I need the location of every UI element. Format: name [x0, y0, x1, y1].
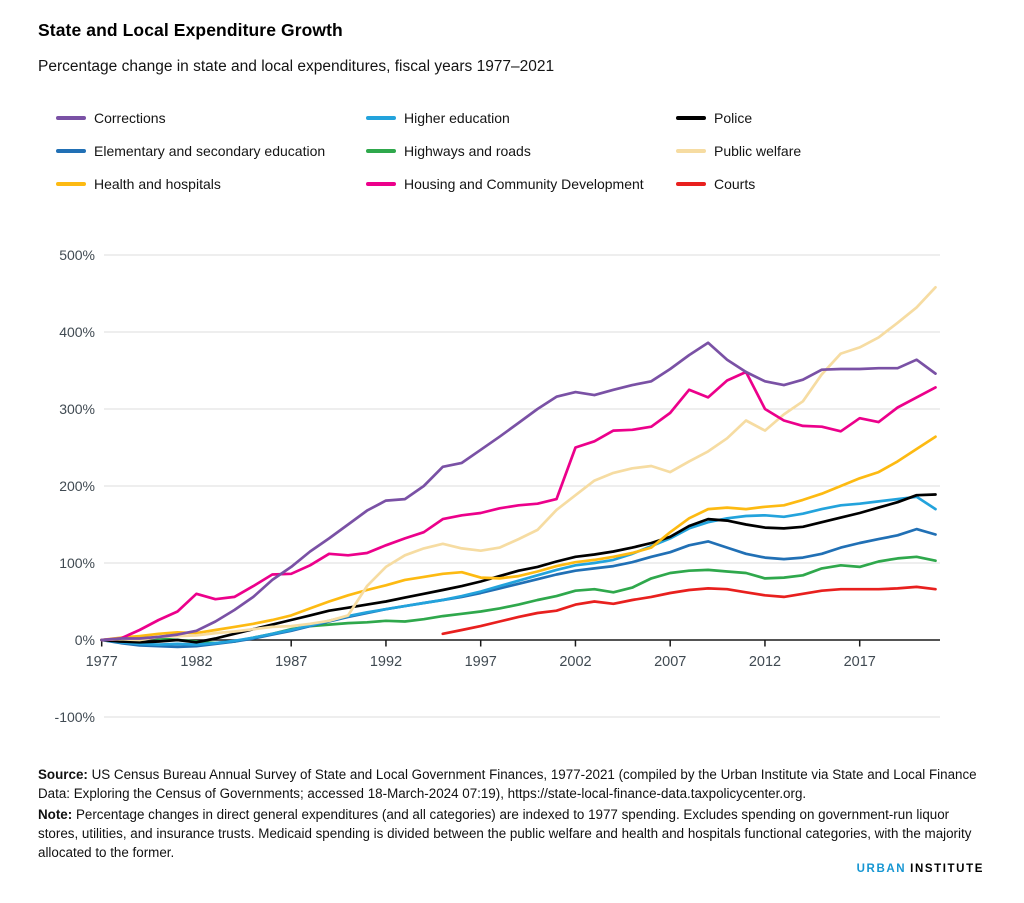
x-axis: 1977 1982 1987 1992 1997 2002 2007 2012 2017: [86, 639, 940, 670]
x-tick-label: 1987: [275, 654, 307, 670]
legend-item-police: Police: [676, 108, 986, 128]
x-tick-label: 1982: [180, 654, 212, 670]
line-courts: [441, 585, 937, 636]
x-tick-label: 1992: [370, 654, 402, 670]
legend-swatch-icon: [366, 149, 396, 153]
note-text: Percentage changes in direct general exp…: [38, 807, 972, 861]
line-corrections: [100, 341, 937, 642]
legend-label: Elementary and secondary education: [94, 143, 326, 159]
legend-item-highways-and-roads: Highways and roads: [366, 141, 676, 161]
legend-item-elementary-and-secondary-education: Elementary and secondary education: [56, 141, 366, 161]
legend-item-housing-and-community-development: Housing and Community Development: [366, 174, 676, 194]
x-tick-label: 1997: [465, 654, 497, 670]
x-tick-label: 2012: [749, 654, 781, 670]
legend-swatch-icon: [366, 182, 396, 186]
chart-area: 500% 400% 300% 200% 100% 0% -100% 1977 1982 1987 1…: [0, 230, 1024, 760]
legend-swatch-icon: [56, 149, 86, 153]
legend-swatch-icon: [676, 149, 706, 153]
legend-swatch-icon: [676, 182, 706, 186]
y-axis-labels: 500% 400% 300% 200% 100% 0% -100%: [55, 247, 95, 725]
y-gridlines: [104, 254, 940, 718]
legend-item-higher-education: Higher education: [366, 108, 676, 128]
legend-label: Health and hospitals: [94, 176, 221, 192]
x-tick-label: 2017: [844, 654, 876, 670]
legend-item-courts: Courts: [676, 174, 986, 194]
legend-swatch-icon: [56, 182, 86, 186]
legend-label: Highways and roads: [404, 143, 531, 159]
page-subtitle: Percentage change in state and local exp…: [38, 58, 555, 75]
chart-footnotes: Source: US Census Bureau Annual Survey o…: [38, 765, 990, 862]
y-tick-label: 500%: [59, 247, 95, 263]
line-housing-and-community-development: [100, 370, 937, 642]
source-note: Source: US Census Bureau Annual Survey o…: [38, 765, 990, 803]
logo-institute-text: INSTITUTE: [910, 863, 984, 875]
x-tick-label: 1977: [86, 654, 118, 670]
logo-urban-text: URBAN: [856, 863, 907, 875]
legend-swatch-icon: [366, 116, 396, 120]
chart-legend: Corrections Higher education Police Element…: [56, 108, 986, 194]
legend-label: Higher education: [404, 110, 510, 126]
x-tick-label: 2007: [654, 654, 686, 670]
legend-label: Courts: [714, 176, 756, 192]
legend-label: Police: [714, 110, 753, 126]
legend-label: Housing and Community Development: [404, 176, 644, 192]
legend-swatch-icon: [56, 116, 86, 120]
line-public-welfare: [100, 285, 937, 642]
y-tick-label: -100%: [55, 709, 95, 725]
legend-item-health-and-hospitals: Health and hospitals: [56, 174, 366, 194]
series-lines: [100, 285, 937, 649]
legend-label: Public welfare: [714, 143, 802, 159]
y-tick-label: 200%: [59, 478, 95, 494]
x-tick-label: 2002: [559, 654, 591, 670]
line-health-and-hospitals: [100, 435, 937, 642]
line-higher-education: [100, 495, 937, 646]
methodology-note: Note: Percentage changes in direct gener…: [38, 805, 990, 862]
legend-item-public-welfare: Public welfare: [676, 141, 986, 161]
y-tick-label: 400%: [59, 324, 95, 340]
legend-swatch-icon: [676, 116, 706, 120]
line-police: [100, 493, 937, 644]
legend-label: Corrections: [94, 110, 166, 126]
urban-institute-logo: URBAN INSTITUTE: [857, 863, 984, 875]
chart-svg: 500%400%300%200%100%0%-100%1977 1982 1987 1…: [55, 247, 940, 725]
legend-item-corrections: Corrections: [56, 108, 366, 128]
note-label: Note:: [38, 807, 73, 823]
y-tick-label: 300%: [59, 401, 95, 417]
page-title: State and Local Expenditure Growth: [38, 20, 343, 40]
y-tick-label: 100%: [59, 555, 95, 571]
source-text: US Census Bureau Annual Survey of State …: [38, 767, 977, 802]
y-tick-label: 0%: [75, 632, 95, 648]
source-label: Source:: [38, 767, 88, 782]
